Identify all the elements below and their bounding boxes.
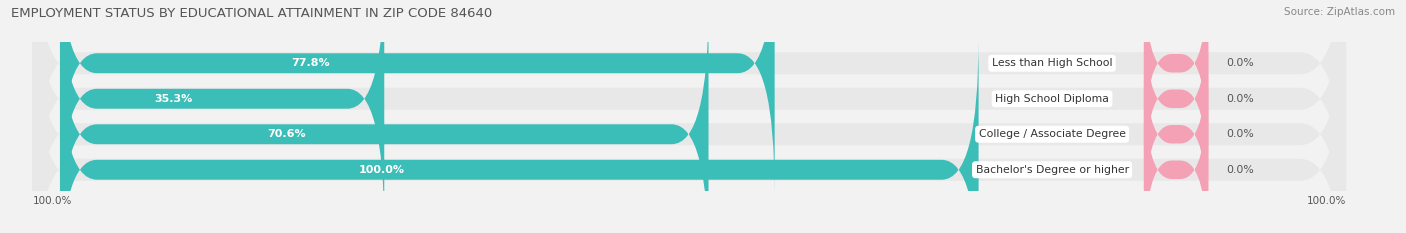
Text: 100.0%: 100.0% — [359, 165, 405, 175]
FancyBboxPatch shape — [1144, 37, 1208, 232]
FancyBboxPatch shape — [1144, 0, 1208, 161]
Text: 0.0%: 0.0% — [1226, 129, 1254, 139]
FancyBboxPatch shape — [32, 0, 1346, 230]
Text: 0.0%: 0.0% — [1226, 94, 1254, 104]
Text: Less than High School: Less than High School — [991, 58, 1112, 68]
FancyBboxPatch shape — [1144, 72, 1208, 233]
Text: 0.0%: 0.0% — [1226, 165, 1254, 175]
FancyBboxPatch shape — [60, 2, 709, 233]
Text: 77.8%: 77.8% — [291, 58, 329, 68]
Text: 0.0%: 0.0% — [1226, 58, 1254, 68]
Text: Source: ZipAtlas.com: Source: ZipAtlas.com — [1284, 7, 1395, 17]
FancyBboxPatch shape — [60, 0, 384, 231]
Text: College / Associate Degree: College / Associate Degree — [979, 129, 1126, 139]
Text: 35.3%: 35.3% — [155, 94, 193, 104]
FancyBboxPatch shape — [60, 0, 775, 195]
FancyBboxPatch shape — [32, 0, 1346, 233]
Text: Bachelor's Degree or higher: Bachelor's Degree or higher — [976, 165, 1129, 175]
FancyBboxPatch shape — [32, 0, 1346, 233]
Text: EMPLOYMENT STATUS BY EDUCATIONAL ATTAINMENT IN ZIP CODE 84640: EMPLOYMENT STATUS BY EDUCATIONAL ATTAINM… — [11, 7, 492, 20]
FancyBboxPatch shape — [60, 38, 979, 233]
Text: 100.0%: 100.0% — [1306, 196, 1346, 206]
FancyBboxPatch shape — [1144, 1, 1208, 196]
Text: High School Diploma: High School Diploma — [995, 94, 1109, 104]
FancyBboxPatch shape — [32, 3, 1346, 233]
Text: 70.6%: 70.6% — [267, 129, 307, 139]
Text: 100.0%: 100.0% — [32, 196, 72, 206]
